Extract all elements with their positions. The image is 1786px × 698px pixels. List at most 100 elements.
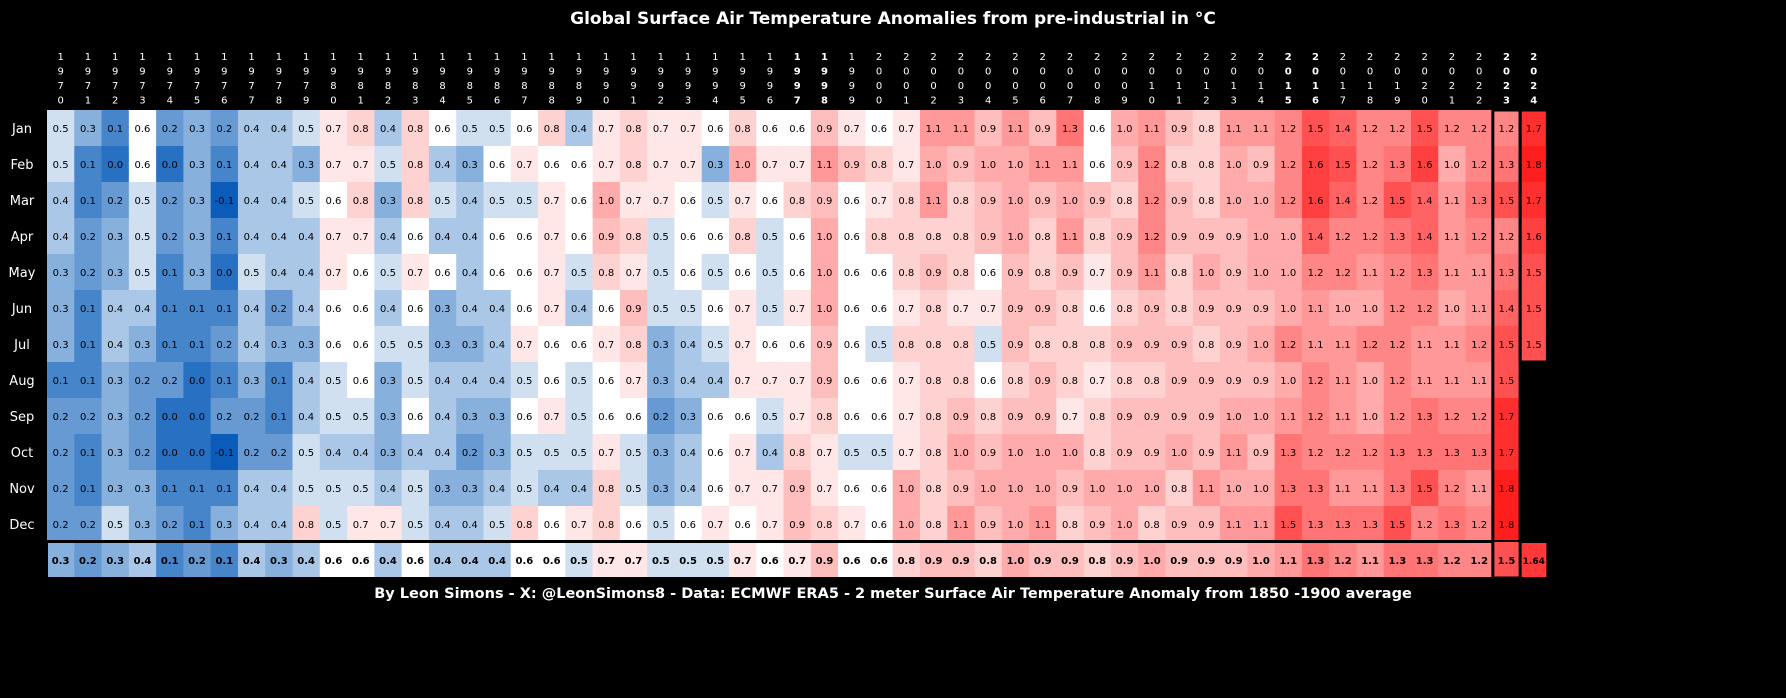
- cell-value: 0.1: [162, 268, 178, 279]
- cell-value: 1.3: [1417, 268, 1433, 279]
- heatmap-cell: [128, 506, 157, 543]
- cell-value: 0.7: [571, 520, 587, 531]
- heatmap-cell: [1492, 398, 1521, 435]
- cell-value: 1.5: [1308, 124, 1324, 135]
- heatmap-cell: [483, 470, 512, 507]
- heatmap-cell: [292, 362, 321, 399]
- cell-value: 1.1: [926, 196, 942, 207]
- cell-value: 1.0: [1362, 412, 1378, 423]
- cell-value: 0.9: [1171, 232, 1187, 243]
- heatmap-cell: [47, 434, 75, 471]
- heatmap-cell: [1329, 146, 1357, 183]
- heatmap-cell: [892, 362, 921, 399]
- cell-value: 0.1: [216, 484, 232, 495]
- heatmap-cell: [1110, 434, 1139, 471]
- heatmap-cell: [1220, 326, 1248, 363]
- cell-value: 0.9: [1035, 124, 1051, 135]
- heatmap-cell: [1110, 470, 1139, 507]
- heatmap-cell: [1465, 362, 1494, 399]
- annual-cell: [729, 542, 757, 578]
- cell-value: 0.8: [626, 340, 642, 351]
- cell-value: 1.4: [1417, 196, 1433, 207]
- cell-value: 0.9: [1035, 196, 1051, 207]
- annual-value: 1.2: [1470, 556, 1488, 567]
- heatmap-cell: [74, 110, 102, 147]
- heatmap-cell: [892, 506, 921, 543]
- heatmap-cell: [47, 362, 75, 399]
- heatmap-cell: [919, 470, 948, 507]
- cell-value: 0.4: [271, 196, 287, 207]
- heatmap-cell: [1301, 290, 1330, 327]
- heatmap-cell: [1029, 398, 1057, 435]
- heatmap-cell: [810, 326, 839, 363]
- cell-value: 0.5: [626, 448, 642, 459]
- heatmap-cell: [947, 182, 975, 219]
- heatmap-cell: [947, 218, 975, 255]
- heatmap-cell: [756, 218, 784, 255]
- month-label: Feb: [10, 158, 33, 173]
- cell-value: 1.0: [735, 160, 751, 171]
- cell-value: 1.4: [1417, 232, 1433, 243]
- annual-value: 0.1: [161, 556, 179, 567]
- annual-value: 0.2: [188, 556, 206, 567]
- heatmap-cell: [319, 470, 348, 507]
- cell-value: 0.5: [653, 268, 669, 279]
- heatmap-cell: [1001, 146, 1030, 183]
- heatmap-cell: [538, 434, 566, 471]
- heatmap-cell: [101, 470, 130, 507]
- cell-value: 0.4: [462, 268, 478, 279]
- cell-value: 0.5: [516, 448, 532, 459]
- cell-value: 0.5: [980, 340, 996, 351]
- heatmap-cell: [1465, 218, 1494, 255]
- cell-value: 0.3: [653, 448, 669, 459]
- cell-value: 1.2: [1280, 124, 1296, 135]
- cell-value: 0.7: [544, 232, 560, 243]
- heatmap-cell: [74, 398, 102, 435]
- heatmap-cell: [1492, 506, 1521, 543]
- heatmap-cell: [1083, 254, 1112, 291]
- heatmap-cell: [1138, 146, 1166, 183]
- heatmap-cell: [183, 146, 212, 183]
- heatmap-cell: [210, 506, 239, 543]
- cell-value: 1.0: [1253, 232, 1269, 243]
- heatmap-cell: [810, 362, 839, 399]
- annual-cell: [183, 542, 212, 578]
- heatmap-cell: [1301, 110, 1330, 147]
- cell-value: 0.5: [762, 412, 778, 423]
- cell-value: 0.7: [817, 484, 833, 495]
- heatmap-cell: [1383, 182, 1412, 219]
- cell-value: 0.8: [1117, 376, 1133, 387]
- cell-value: 0.6: [407, 232, 423, 243]
- annual-cell: [1220, 542, 1248, 578]
- cell-value: 1.0: [1226, 412, 1242, 423]
- cell-value: 0.1: [271, 376, 287, 387]
- cell-value: 0.4: [244, 340, 260, 351]
- heatmap-cell: [483, 398, 512, 435]
- heatmap-cell: [292, 254, 321, 291]
- heatmap-cell: [374, 218, 403, 255]
- cell-value: 0.1: [80, 448, 96, 459]
- heatmap-cell: [1301, 326, 1330, 363]
- cell-value: 0.8: [626, 124, 642, 135]
- cell-value: 0.7: [789, 376, 805, 387]
- cell-value: 1.3: [1308, 520, 1324, 531]
- heatmap-cell: [565, 218, 593, 255]
- cell-value: 1.1: [1471, 484, 1487, 495]
- annual-value: 0.6: [843, 556, 861, 567]
- cell-value: 0.6: [762, 124, 778, 135]
- cell-value: 0.4: [544, 484, 560, 495]
- heatmap-cell: [810, 182, 839, 219]
- cell-value: 1.3: [1335, 520, 1351, 531]
- cell-value: 1.1: [1198, 484, 1214, 495]
- cell-value: 0.0: [162, 160, 178, 171]
- heatmap-cell: [1220, 218, 1248, 255]
- cell-value: 0.2: [53, 484, 69, 495]
- heatmap-cell: [783, 434, 812, 471]
